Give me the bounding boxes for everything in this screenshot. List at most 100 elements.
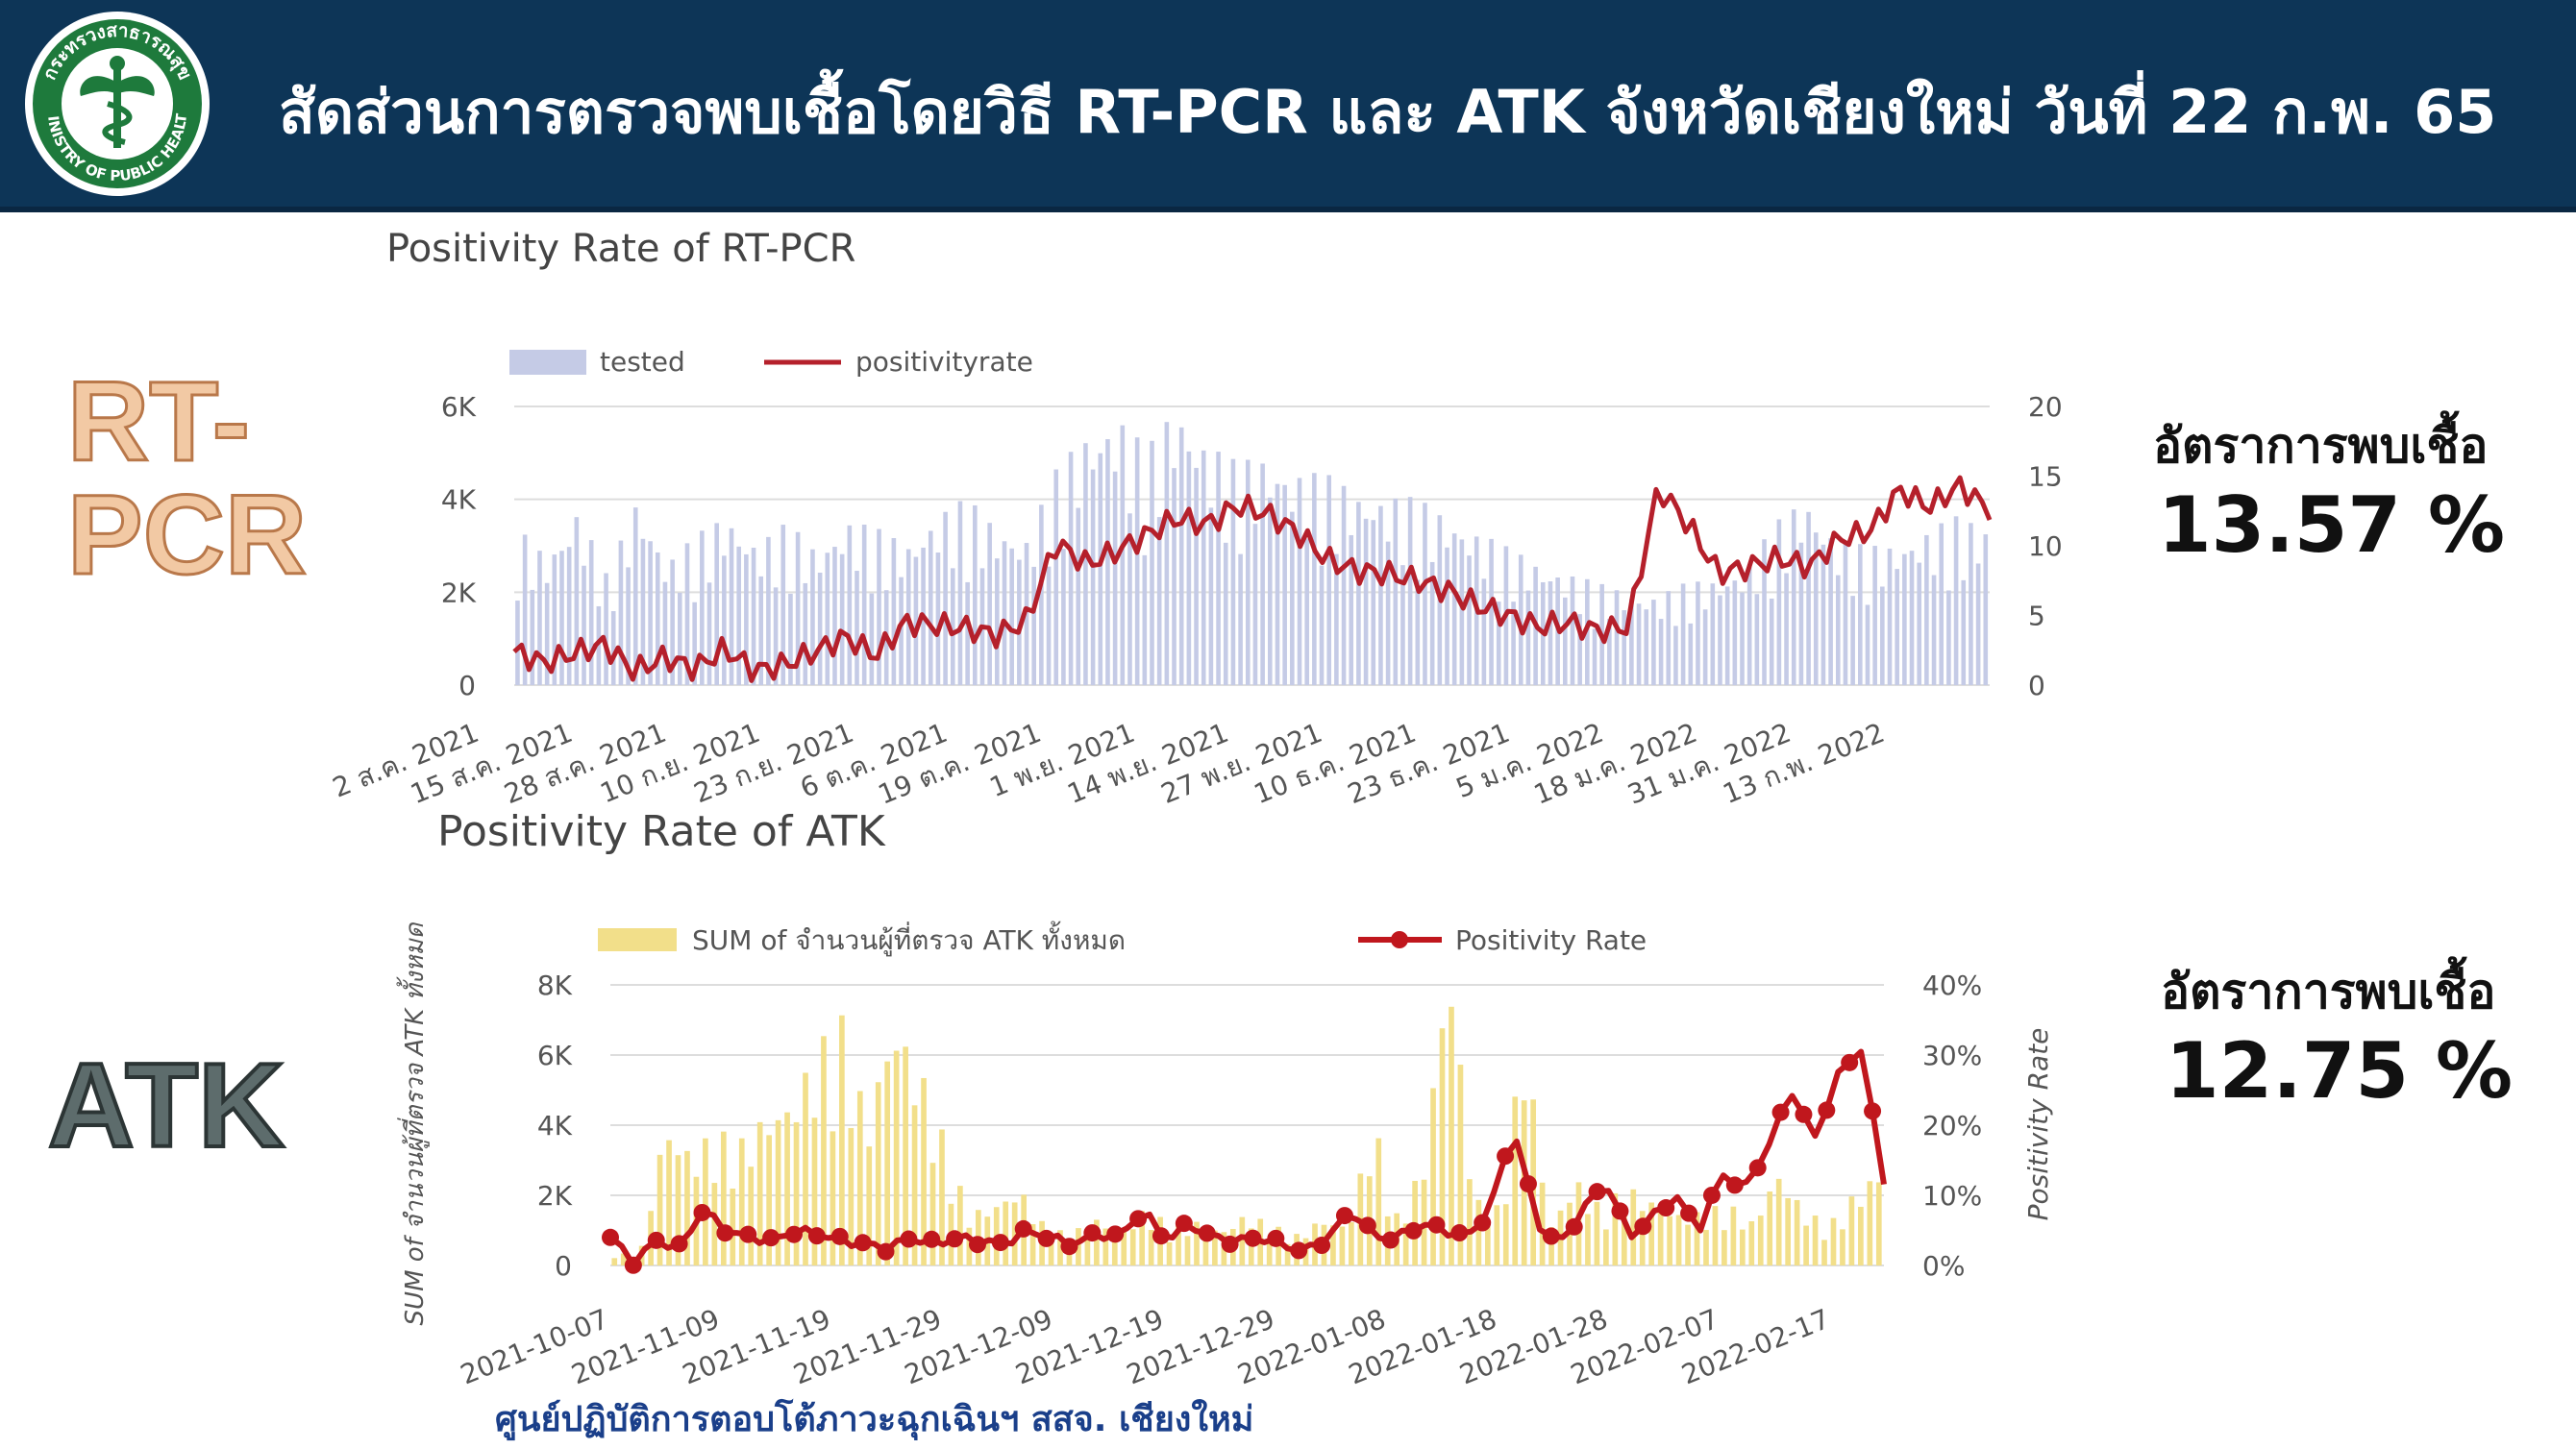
- bar: [1451, 533, 1457, 685]
- bar: [1821, 544, 1826, 685]
- bar: [1858, 544, 1863, 685]
- data-point: [1404, 1221, 1423, 1240]
- bar: [995, 558, 1000, 685]
- bar: [1767, 1191, 1773, 1265]
- bar: [1076, 1228, 1081, 1265]
- data-point: [1725, 1176, 1744, 1194]
- bar: [810, 549, 815, 685]
- bar: [596, 605, 602, 685]
- legend-label-positivityrate: positivityrate: [855, 346, 1033, 378]
- bar: [1363, 518, 1369, 685]
- bar: [1946, 590, 1951, 685]
- data-point: [693, 1203, 711, 1221]
- bar: [1111, 1232, 1118, 1265]
- data-point: [1497, 1147, 1515, 1166]
- legend-label-atk-rate: Positivity Rate: [1455, 924, 1647, 956]
- bar: [748, 1167, 755, 1265]
- bar: [817, 572, 823, 685]
- bar: [1639, 1211, 1646, 1265]
- bar: [1194, 1221, 1200, 1265]
- data-point: [624, 1256, 642, 1274]
- bar: [1105, 439, 1110, 685]
- bar: [1139, 1211, 1146, 1265]
- bar: [729, 528, 734, 685]
- bar: [929, 1163, 936, 1265]
- y-right-tick-label: 0%: [1922, 1250, 1965, 1282]
- bar: [1459, 539, 1465, 685]
- bar: [1066, 1245, 1073, 1265]
- bar: [1612, 1192, 1619, 1265]
- bar: [821, 1036, 827, 1265]
- bar: [1216, 452, 1221, 685]
- bar: [884, 1061, 891, 1265]
- bar: [1402, 1223, 1409, 1265]
- y-right-tick-label: 20: [2028, 391, 2063, 423]
- bar: [515, 601, 520, 685]
- bar: [1887, 548, 1893, 685]
- bar: [1585, 1214, 1591, 1265]
- bar: [1848, 1196, 1855, 1265]
- data-point: [1748, 1159, 1767, 1177]
- bar: [1457, 1065, 1464, 1265]
- bar: [1423, 503, 1427, 685]
- bar: [869, 593, 875, 685]
- bar: [1319, 565, 1325, 685]
- bar: [987, 523, 992, 685]
- bar: [1975, 563, 1981, 685]
- bar: [1518, 554, 1523, 685]
- bar: [1732, 580, 1738, 685]
- bar: [574, 517, 580, 685]
- bar: [684, 1150, 690, 1265]
- bar: [1127, 513, 1132, 685]
- atk-legend: SUM of จำนวนผู้ที่ตรวจ ATK ทั้งหมด Posit…: [598, 921, 1647, 957]
- data-point: [1818, 1101, 1836, 1119]
- bar: [766, 536, 771, 685]
- bar: [618, 540, 624, 685]
- bar: [1969, 523, 1973, 685]
- bar: [640, 538, 646, 685]
- bar: [856, 1091, 863, 1265]
- bar: [911, 1105, 918, 1265]
- bar: [1813, 532, 1819, 685]
- bar: [1248, 1228, 1254, 1265]
- bar: [1429, 561, 1435, 685]
- data-point: [1634, 1217, 1652, 1236]
- data-point: [1771, 1103, 1790, 1121]
- bar: [1484, 1226, 1491, 1265]
- bar: [891, 537, 897, 685]
- bar: [544, 582, 550, 685]
- bar: [1983, 534, 1989, 685]
- atk-label: ATK: [46, 1038, 286, 1174]
- legend-label-atk-tested: SUM of จำนวนผู้ที่ตรวจ ATK ทั้งหมด: [692, 921, 1126, 957]
- bar: [700, 530, 705, 685]
- data-point: [1588, 1183, 1606, 1201]
- bar: [1757, 1216, 1764, 1265]
- bar: [875, 1082, 881, 1265]
- data-point: [1542, 1227, 1560, 1245]
- bar: [738, 1138, 745, 1265]
- bar: [1840, 1229, 1845, 1265]
- bar: [711, 1183, 718, 1265]
- data-point: [1358, 1216, 1376, 1235]
- y-right-tick-label: 0: [2028, 670, 2045, 701]
- bar: [1909, 551, 1915, 685]
- bar: [1746, 564, 1752, 685]
- data-point: [1474, 1214, 1492, 1232]
- rt-pcr-legend: tested positivityrate: [509, 346, 1033, 378]
- bar: [1895, 569, 1899, 685]
- bar: [1917, 562, 1922, 685]
- rt-pcr-label: RT- PCR: [65, 364, 308, 594]
- data-point: [739, 1225, 757, 1243]
- atk-chart-title: Positivity Rate of ATK: [437, 807, 885, 856]
- legend-marker-atk-rate: [1391, 931, 1408, 948]
- bar: [903, 1046, 908, 1265]
- bar: [899, 577, 904, 685]
- rt-pcr-positivity-line: [512, 475, 1993, 683]
- data-point: [900, 1230, 918, 1248]
- bar: [1748, 1221, 1755, 1265]
- bar: [1098, 453, 1103, 685]
- bar: [1356, 502, 1361, 685]
- bar: [1268, 497, 1273, 685]
- y-right-tick-label: 10%: [1922, 1180, 1982, 1212]
